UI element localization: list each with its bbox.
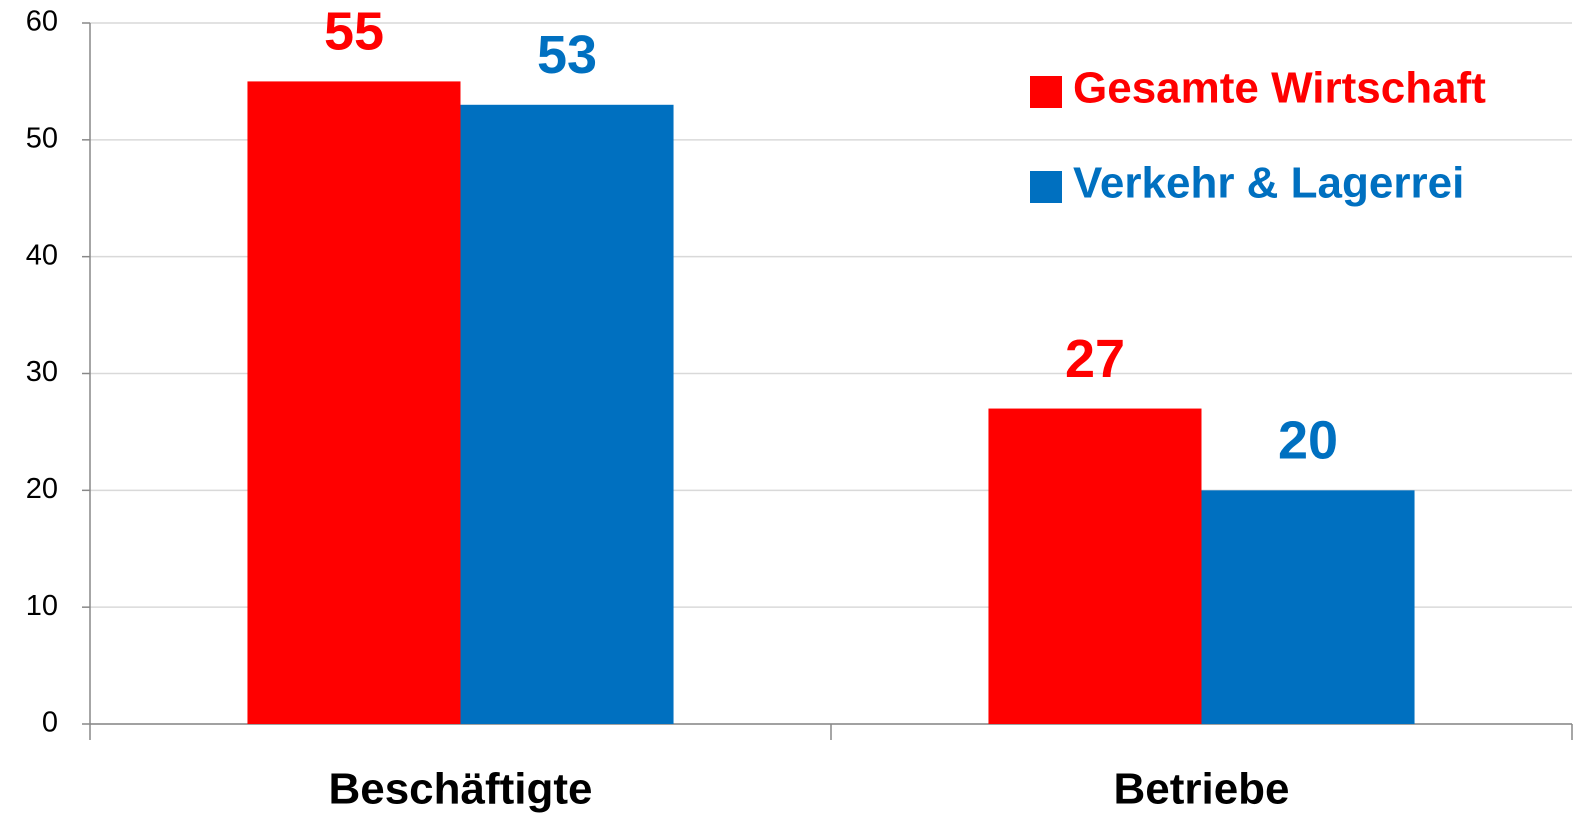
legend-label: Verkehr & Lagerrei: [1073, 159, 1464, 208]
bar: [1201, 490, 1415, 724]
legend-label: Gesamte Wirtschaft: [1073, 64, 1486, 113]
y-tick-label: 30: [26, 356, 58, 388]
legend-swatch: [1030, 76, 1062, 108]
data-label: 20: [1278, 411, 1338, 471]
bar: [460, 104, 674, 725]
x-tick-label: Beschäftigte: [328, 765, 592, 814]
y-tick-label: 60: [26, 6, 58, 38]
y-tick-label: 20: [26, 473, 58, 505]
y-tick-label: 50: [26, 122, 58, 154]
y-tick-label: 10: [26, 590, 58, 622]
bar: [247, 81, 461, 724]
legend-swatch: [1030, 171, 1062, 203]
y-tick-label: 0: [42, 707, 58, 739]
data-label: 53: [537, 25, 597, 85]
data-label: 55: [324, 2, 384, 62]
x-tick-label: Betriebe: [1113, 765, 1289, 814]
y-tick-label: 40: [26, 239, 58, 271]
data-label: 27: [1065, 329, 1125, 389]
bar: [988, 408, 1202, 724]
